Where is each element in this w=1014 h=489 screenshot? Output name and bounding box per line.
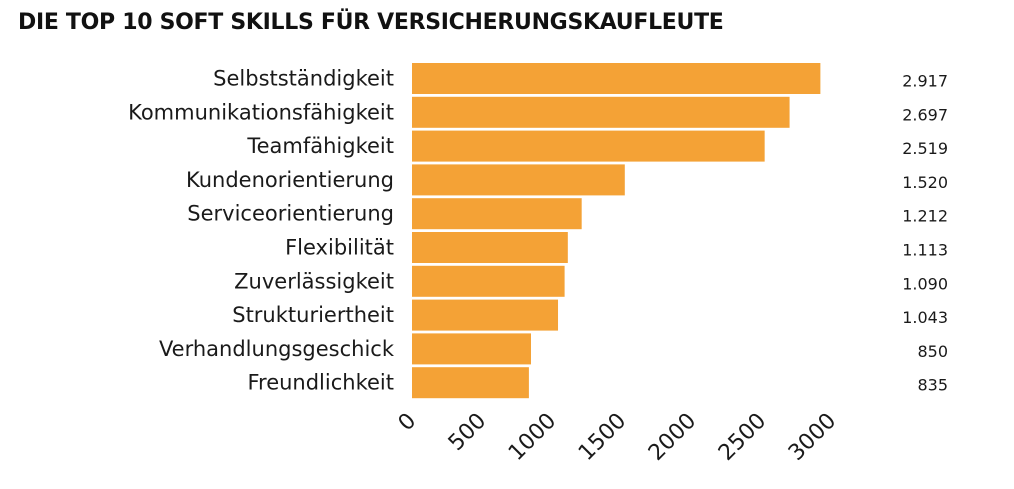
bar (412, 265, 565, 297)
category-label: Freundlichkeit (247, 371, 394, 395)
value-label: 2.519 (902, 139, 948, 158)
value-label: 1.212 (902, 207, 948, 226)
x-tick-label: 500 (444, 409, 491, 456)
value-label: 1.090 (902, 274, 948, 293)
category-label: Kundenorientierung (186, 168, 394, 192)
category-label: Serviceorientierung (187, 202, 394, 226)
bar (412, 198, 582, 230)
bar (412, 164, 625, 196)
bar (412, 63, 821, 94)
bar (412, 232, 568, 263)
x-tick-label: 1000 (504, 409, 561, 466)
bar (412, 333, 531, 365)
category-label: Selbstständigkeit (213, 67, 394, 91)
value-label: 1.520 (902, 173, 948, 192)
value-label: 2.917 (902, 72, 948, 91)
category-label: Verhandlungsgeschick (159, 337, 395, 361)
category-label: Kommunikationsfähigkeit (128, 100, 394, 124)
category-label: Teamfähigkeit (246, 134, 394, 158)
value-label: 850 (917, 342, 948, 361)
bar (412, 130, 765, 162)
bar (412, 299, 559, 331)
x-tick-label: 3000 (784, 409, 841, 466)
bar (412, 367, 529, 399)
category-label: Strukturiertheit (232, 303, 394, 327)
x-tick-label: 1500 (574, 409, 631, 466)
category-label: Flexibilität (285, 236, 394, 260)
chart-title: DIE TOP 10 SOFT SKILLS FÜR VERSICHERUNGS… (18, 10, 724, 35)
x-tick-label: 2000 (644, 409, 701, 466)
x-tick-label: 0 (394, 409, 422, 437)
value-label: 1.043 (902, 308, 948, 327)
bar (412, 96, 790, 128)
value-label: 835 (917, 376, 948, 395)
value-label: 2.697 (902, 105, 948, 124)
x-tick-label: 2500 (714, 409, 771, 466)
category-label: Zuverlässigkeit (234, 269, 394, 293)
value-label: 1.113 (902, 241, 948, 260)
